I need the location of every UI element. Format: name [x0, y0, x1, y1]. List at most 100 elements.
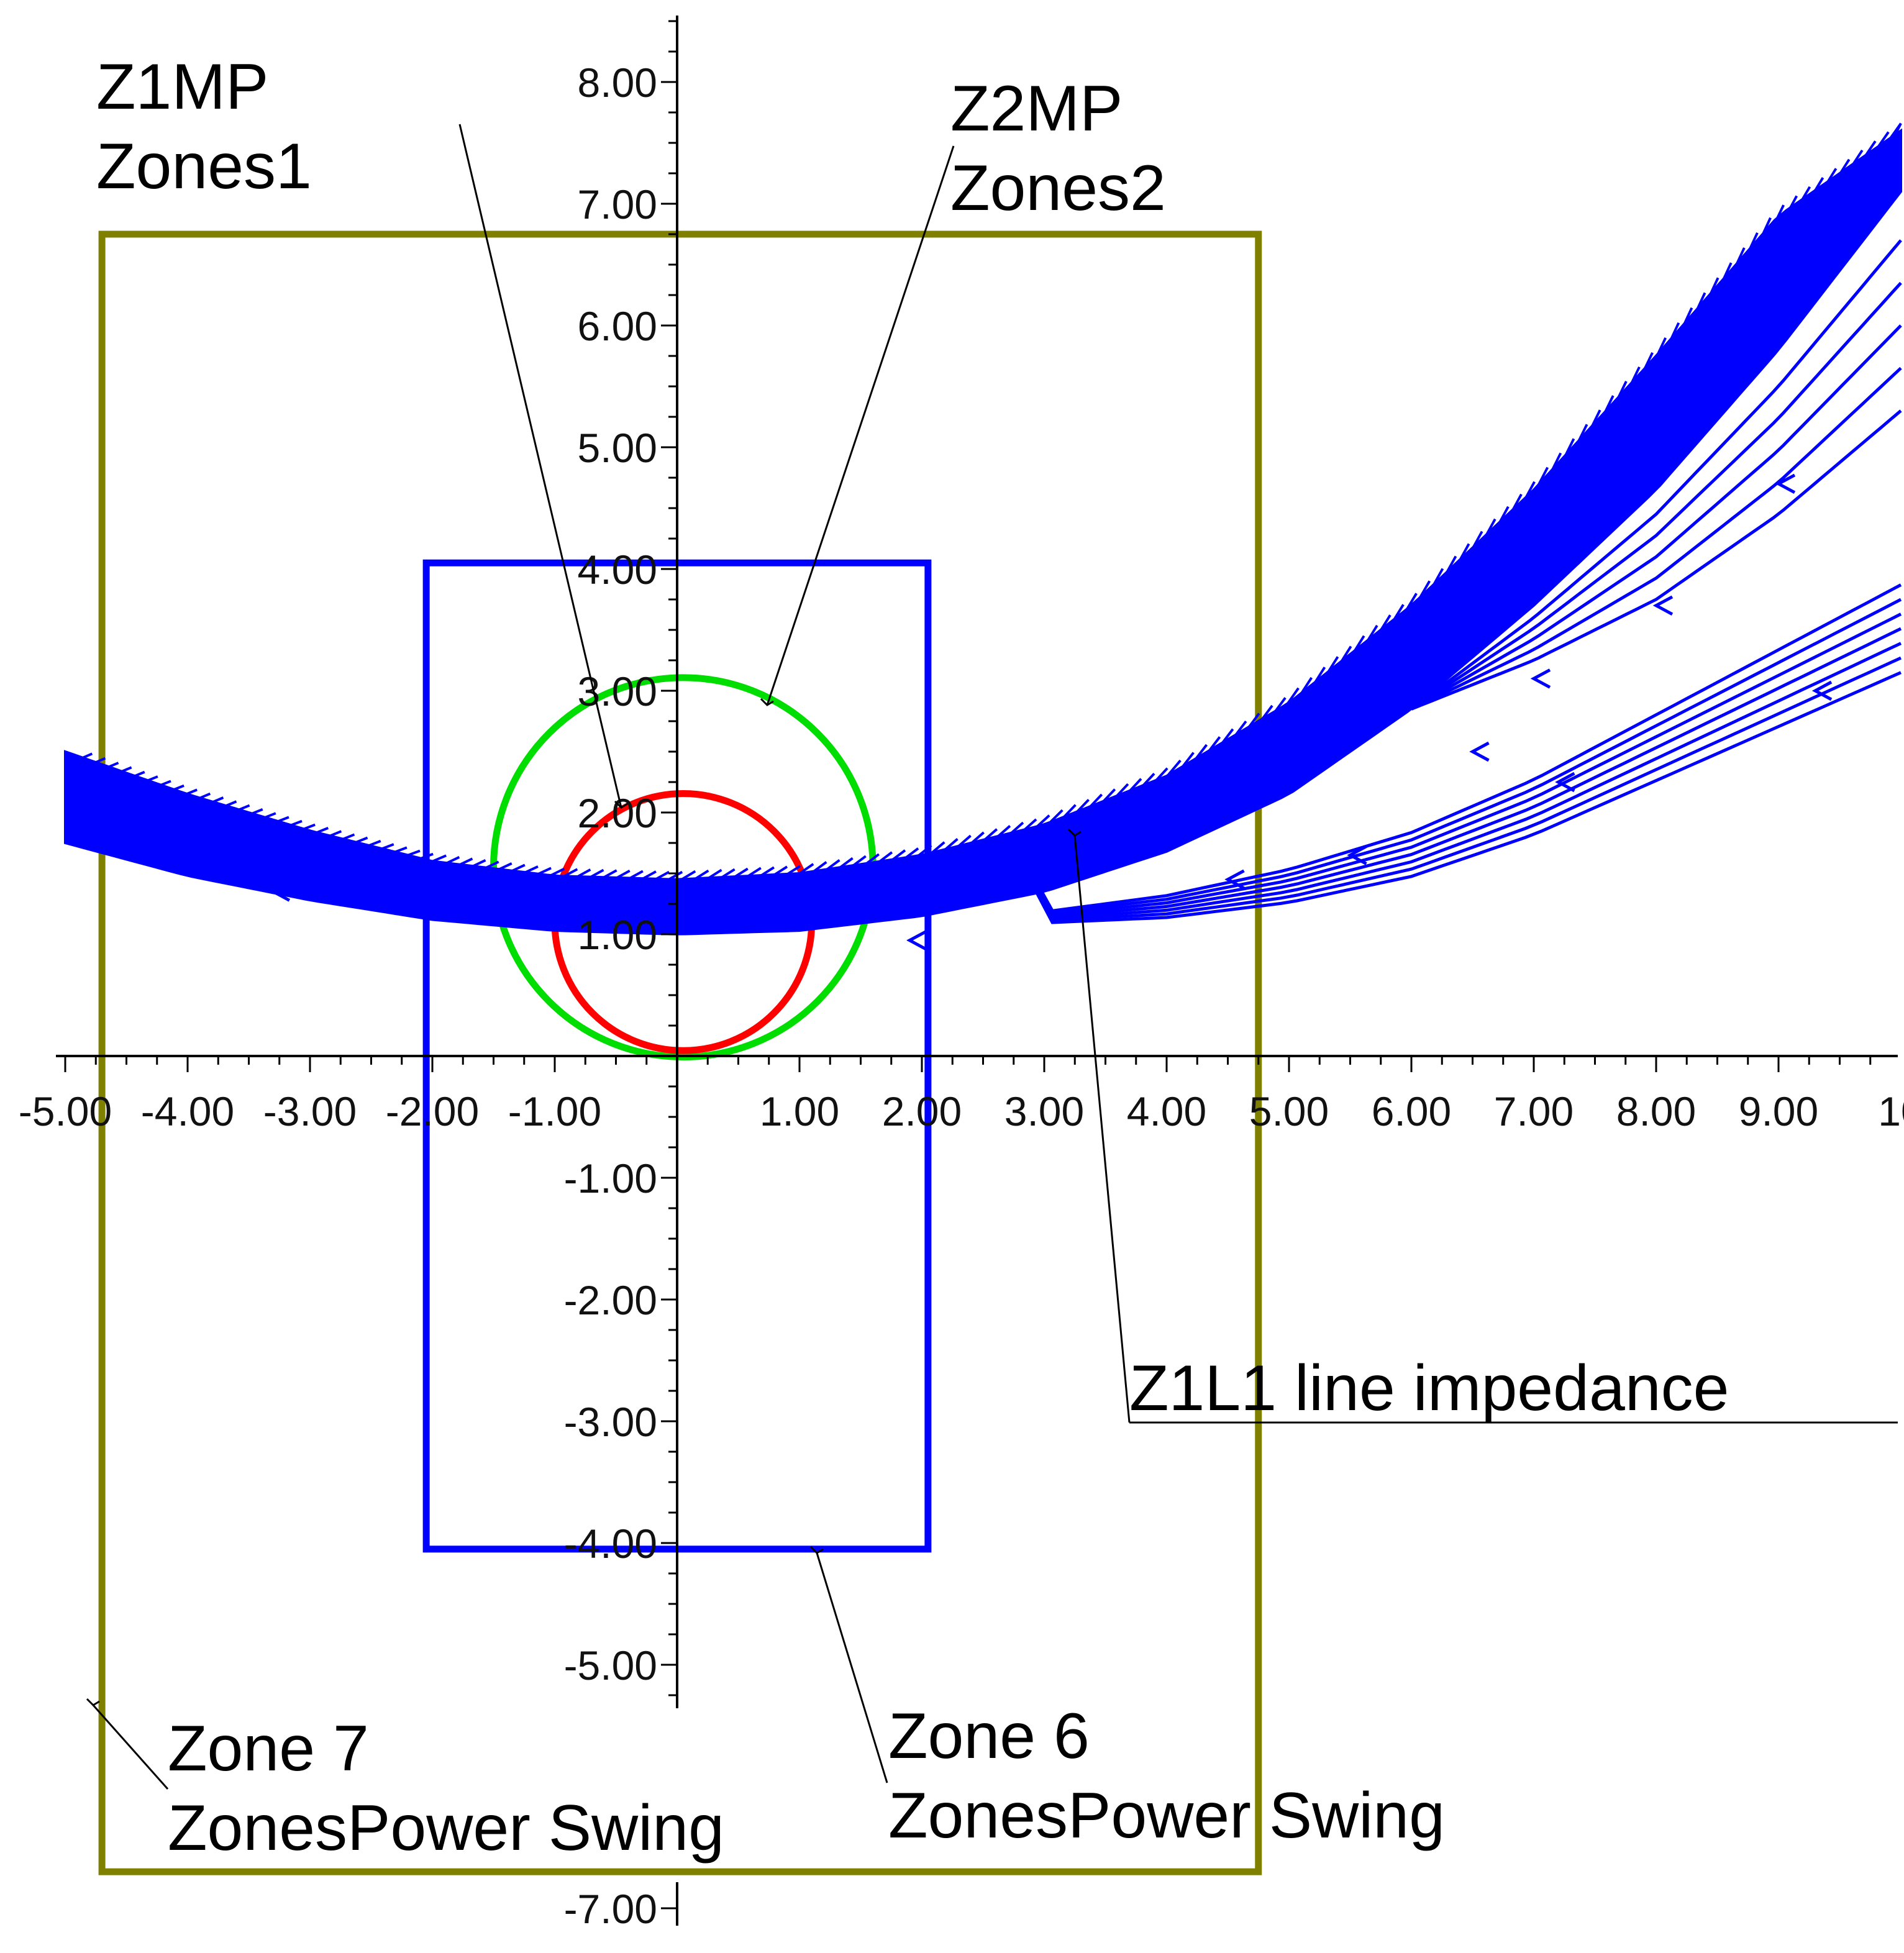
trajectory-strand — [955, 831, 985, 857]
trajectory-strand — [890, 847, 919, 870]
trajectory-strand — [851, 853, 880, 876]
trajectory-strand — [1546, 438, 1575, 494]
trajectory-strand — [903, 844, 932, 868]
x-tick-label: 5.00 — [1249, 1088, 1329, 1134]
annotation-arrowhead — [86, 1698, 100, 1706]
zone6-annotation: Zone 6 ZonesPower Swing — [809, 1546, 1445, 1852]
trajectory-strand — [667, 870, 696, 889]
trajectory-arrow — [1224, 869, 1245, 890]
trajectory-strand — [445, 857, 473, 873]
trajectory-strand — [1414, 568, 1444, 618]
trajectory-strand — [340, 836, 368, 850]
trajectory-strand — [1651, 322, 1680, 381]
trajectory-strand — [550, 868, 578, 885]
annotation-leader-line — [458, 124, 622, 808]
trajectory-strand — [458, 859, 486, 875]
x-tick-label: -3.00 — [263, 1088, 357, 1134]
trajectory-strand — [602, 870, 631, 887]
annotation-leader-line — [766, 145, 955, 706]
trajectory-strand — [772, 865, 801, 885]
trajectory-strand — [694, 868, 722, 888]
annotation-text-line: ZonesPower Swing — [168, 1792, 724, 1864]
y-tick-label: -1.00 — [564, 1155, 657, 1201]
trajectory-strand — [1336, 635, 1365, 680]
trajectory-branch-line — [921, 612, 1902, 917]
trajectory-strand — [1323, 645, 1352, 690]
trajectory-strand — [314, 830, 342, 844]
trajectory-strand — [864, 851, 893, 874]
trajectory-strand — [379, 846, 408, 859]
trajectory-strand — [1716, 247, 1746, 307]
trajectory-strand — [1244, 704, 1273, 743]
trajectory-strand — [117, 770, 145, 785]
trajectory-strand — [1060, 799, 1090, 829]
trajectory-strand — [536, 867, 565, 883]
trajectory-fan-line — [1410, 281, 1902, 711]
trajectory-strand — [1270, 687, 1300, 728]
trajectory-strand — [1861, 131, 1890, 172]
trajectory-strand — [366, 843, 394, 856]
trajectory-strand — [261, 816, 289, 829]
trajectory-fan-line — [1410, 324, 1902, 711]
x-tick-label: 4.00 — [1127, 1088, 1206, 1134]
trajectory-strand — [1638, 337, 1667, 396]
trajectory-strand — [1388, 593, 1418, 639]
trajectory-strand — [1887, 122, 1902, 151]
trajectory-fan-line — [1410, 366, 1902, 711]
x-tick-label: 1.00 — [760, 1088, 839, 1134]
trajectory-strand — [1467, 518, 1496, 569]
trajectory-strand — [1769, 195, 1798, 247]
trajectory-strand — [406, 852, 434, 865]
trajectory-arrow — [1811, 680, 1833, 701]
y-tick-label: 1.00 — [578, 912, 657, 958]
trajectory-strand — [576, 868, 604, 886]
trajectory-strand — [130, 775, 158, 789]
trajectory-strand — [641, 870, 670, 888]
trajectory-arrow — [1530, 668, 1551, 689]
y-tick-label: -2.00 — [564, 1277, 657, 1323]
trajectory-strand — [143, 780, 171, 793]
x-tick-label: -1.00 — [508, 1088, 601, 1134]
trajectory-fan-line — [1410, 239, 1902, 711]
trajectory-strand — [1519, 467, 1549, 521]
trajectory-strand — [707, 868, 736, 888]
zone7-rectangle — [98, 230, 1262, 1875]
trajectory-arrow — [527, 909, 547, 930]
trajectory-strand — [563, 868, 591, 886]
trajectory-strand — [301, 827, 329, 840]
trajectory-strand — [1401, 580, 1431, 629]
trajectory-strand — [1480, 506, 1510, 557]
annotation-leader-line — [816, 1552, 888, 1783]
trajectory-strand — [1073, 793, 1103, 824]
y-tick-label: 6.00 — [578, 303, 657, 349]
trajectory-strand — [1795, 177, 1824, 223]
trajectory-strand — [91, 762, 119, 776]
trajectory-strand — [484, 862, 512, 878]
trajectory-strand — [222, 804, 250, 818]
trajectory-strand — [969, 828, 998, 854]
x-tick-label: -5.00 — [19, 1088, 112, 1134]
trajectory-strand — [196, 796, 224, 811]
trajectory-arrow — [1555, 772, 1575, 793]
trajectory-strand — [65, 752, 93, 767]
trajectory-strand — [1152, 759, 1182, 793]
trajectory-strand — [1086, 788, 1116, 819]
trajectory-strand — [746, 866, 775, 886]
annotation-leader-line — [1073, 835, 1131, 1423]
y-tick-label: -5.00 — [564, 1642, 657, 1688]
trajectory-strand — [1008, 818, 1037, 844]
annotation-text-line: ZonesPower Swing — [888, 1780, 1445, 1852]
trajectory-strand — [248, 812, 276, 826]
annotation-arrowhead — [1067, 828, 1082, 837]
trajectory-strand — [1178, 744, 1208, 781]
trajectory-branch-line — [921, 598, 1902, 916]
trajectory-strand — [1782, 186, 1811, 234]
trajectory-strand — [680, 869, 709, 889]
trajectory-strand — [1756, 204, 1785, 262]
trajectory-branch-line — [921, 627, 1902, 919]
trajectory-strand — [1375, 604, 1405, 649]
trajectory-strand — [1611, 366, 1641, 424]
trajectory-strand — [288, 823, 316, 837]
trajectory-strand — [419, 854, 447, 868]
